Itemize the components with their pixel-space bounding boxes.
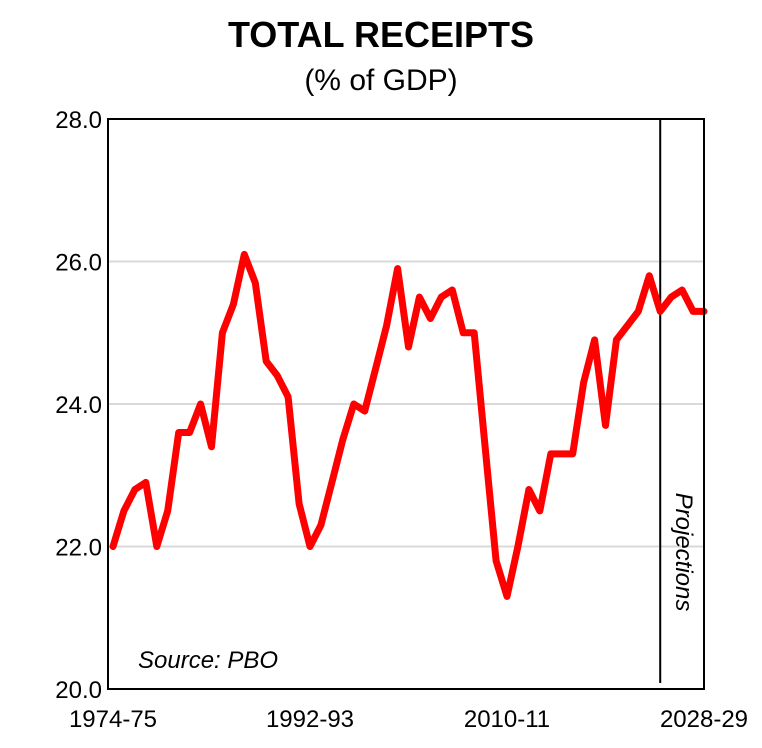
data-point	[177, 431, 180, 434]
data-point	[692, 310, 695, 313]
data-point	[287, 395, 290, 398]
data-point	[440, 296, 443, 299]
data-point	[418, 296, 421, 299]
y-tick-label: 28.0	[55, 107, 102, 134]
data-point	[166, 509, 169, 512]
data-point	[276, 374, 279, 377]
data-point	[626, 324, 629, 327]
plot-border	[107, 118, 705, 690]
data-point	[221, 331, 224, 334]
data-point	[385, 324, 388, 327]
data-point	[560, 452, 563, 455]
source-note: Source: PBO	[138, 647, 278, 674]
data-point	[122, 509, 125, 512]
data-point	[298, 502, 301, 505]
data-point	[648, 274, 651, 277]
data-point	[429, 317, 432, 320]
data-point	[144, 481, 147, 484]
data-point	[363, 410, 366, 413]
data-point	[637, 310, 640, 313]
data-point	[604, 424, 607, 427]
data-point	[199, 403, 202, 405]
y-tick-label: 20.0	[55, 677, 102, 704]
data-point	[506, 595, 508, 598]
series-line	[109, 250, 708, 600]
x-tick-label: 1974-75	[69, 706, 157, 733]
y-axis-ticks: 20.0 22.0 24.0 26.0 28.0	[55, 107, 102, 704]
data-point	[462, 331, 465, 334]
data-point	[112, 545, 114, 548]
data-point	[155, 545, 158, 548]
data-point	[615, 338, 618, 341]
data-point	[341, 438, 344, 441]
y-tick-label: 24.0	[55, 392, 102, 419]
data-point	[527, 488, 530, 491]
chart-subtitle: (% of GDP)	[304, 64, 458, 97]
series-layer	[109, 250, 708, 600]
x-axis-ticks: 1974-75 1992-93 2010-11 2028-29	[69, 706, 748, 733]
data-point	[352, 403, 355, 405]
data-point	[451, 289, 454, 291]
data-point	[309, 545, 311, 548]
data-point	[571, 452, 574, 455]
data-point	[265, 360, 268, 363]
data-point	[495, 559, 498, 562]
data-point	[670, 296, 673, 299]
x-tick-label: 2010-11	[464, 706, 550, 733]
data-point	[549, 452, 552, 455]
projections-label: Projections	[670, 493, 697, 612]
data-point	[243, 253, 246, 256]
data-point	[659, 310, 662, 313]
data-point	[396, 267, 399, 270]
data-point	[681, 289, 684, 291]
x-tick-label: 2028-29	[660, 706, 748, 733]
y-tick-label: 26.0	[55, 250, 102, 277]
data-point	[407, 346, 410, 348]
data-point	[538, 509, 541, 512]
data-point	[516, 545, 519, 548]
data-point	[330, 481, 333, 484]
x-tick-label: 1992-93	[266, 706, 354, 733]
data-point	[374, 367, 377, 370]
data-point	[232, 303, 235, 306]
data-point	[133, 488, 136, 491]
data-point	[582, 381, 585, 384]
y-tick-label: 22.0	[55, 535, 102, 562]
data-point	[188, 431, 191, 434]
data-point	[254, 281, 257, 284]
data-point	[319, 524, 322, 527]
data-point	[484, 445, 487, 448]
data-point	[473, 331, 476, 334]
chart-title: TOTAL RECEIPTS	[227, 14, 535, 55]
data-point	[210, 445, 213, 448]
data-point	[593, 338, 596, 341]
